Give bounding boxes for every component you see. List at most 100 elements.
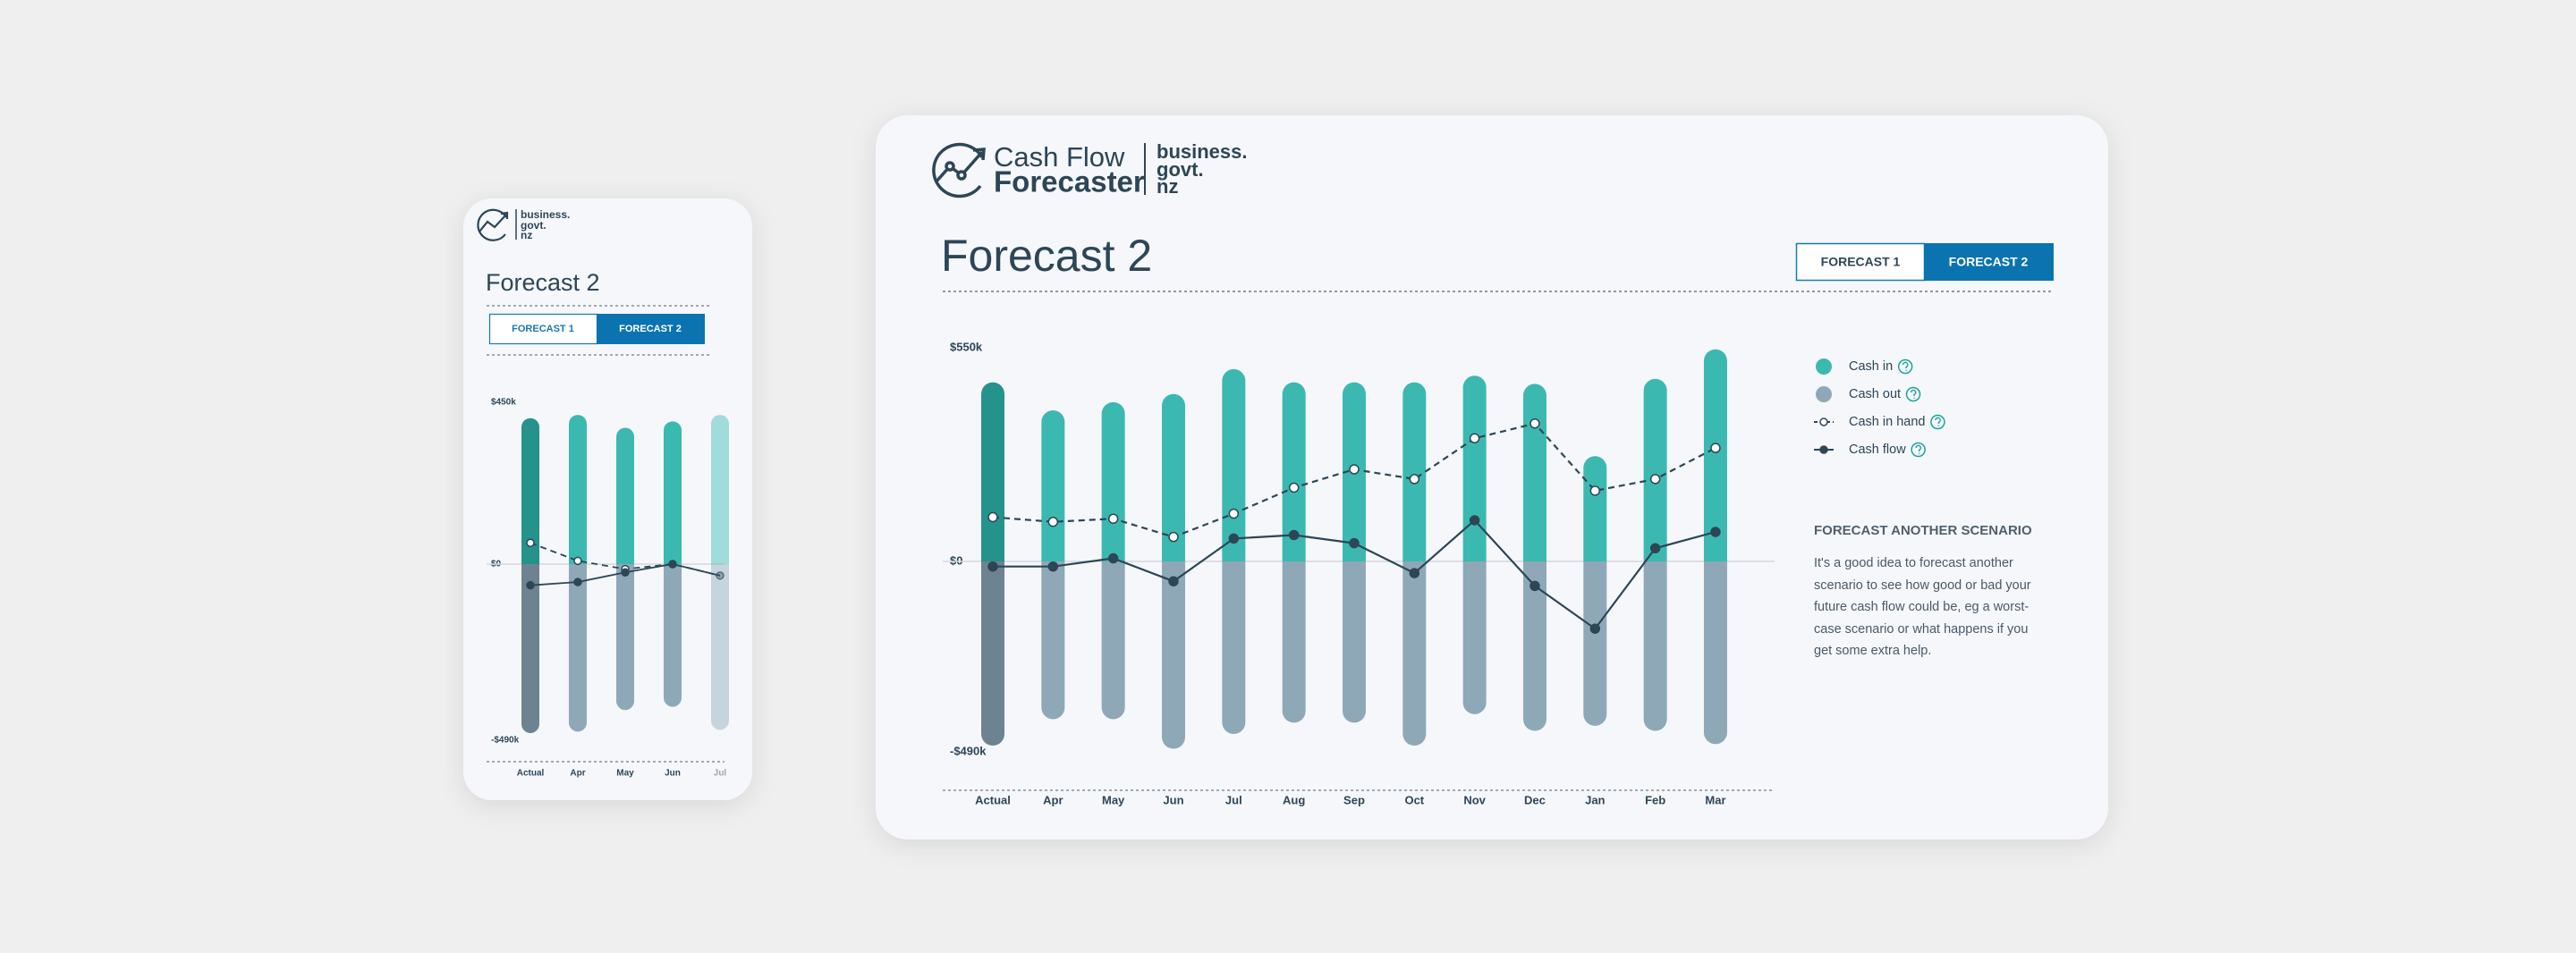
bar [1282, 561, 1306, 723]
bar [1643, 378, 1667, 562]
bar [616, 427, 634, 564]
line-point [1409, 474, 1420, 485]
bar [1222, 368, 1246, 562]
page-title: Forecast 2 [941, 231, 1152, 281]
line-point [1530, 580, 1540, 592]
line-point [526, 538, 535, 547]
tab-label: FORECAST 2 [619, 324, 682, 334]
brand-text: business. [1157, 140, 1247, 163]
bar [1282, 382, 1306, 562]
x-tick-label: Apr [570, 769, 585, 779]
line-point [1349, 464, 1360, 475]
bar [981, 561, 1004, 746]
x-tick-label: Aug [1283, 793, 1305, 806]
help-icon [1911, 442, 1926, 458]
legend-swatch [1816, 386, 1832, 402]
line-point [1589, 623, 1601, 634]
help-icon [1910, 389, 1917, 399]
bar [1101, 561, 1125, 720]
bar [711, 415, 729, 564]
legend-label: Cash out [1849, 387, 1901, 401]
bar [569, 563, 587, 732]
y-tick-label: -$490k [491, 736, 520, 746]
bar [1583, 561, 1607, 726]
help-icon [1930, 414, 1945, 430]
x-tick-label: Jul [1225, 793, 1242, 806]
line-point [1589, 485, 1601, 496]
legend-label: Cash flow [1849, 443, 1906, 457]
line-point [1047, 516, 1059, 527]
x-tick-label: Sep [1343, 793, 1365, 806]
help-icon [1905, 386, 1921, 402]
tab-button-active[interactable] [1924, 243, 2054, 281]
desktop-chart: $550k $0 -$490k Actual Apr May Jun Jul Aug Sep Oct… [943, 340, 1775, 806]
bar [1161, 393, 1185, 562]
legend-label: Cash in hand [1849, 415, 1925, 429]
line-point [1409, 568, 1420, 578]
bar [1222, 561, 1246, 735]
bar [1342, 561, 1366, 723]
bar [1161, 561, 1185, 749]
tab-button[interactable] [488, 313, 598, 345]
tab-button-active[interactable] [597, 314, 705, 344]
line-point [1710, 527, 1721, 537]
bar [1462, 561, 1487, 714]
page-title: Forecast 2 [486, 269, 600, 296]
bar [664, 421, 682, 564]
bar [569, 415, 587, 564]
legend-label: Cash in [1849, 359, 1893, 374]
bar [664, 563, 682, 707]
logo-text: Forecaster [994, 165, 1145, 198]
bar [1041, 561, 1065, 720]
line-point [1168, 576, 1179, 586]
x-tick-label: Dec [1524, 793, 1546, 806]
bar [711, 563, 729, 730]
bar [1402, 382, 1427, 562]
bar [1703, 349, 1727, 562]
x-tick-label: Jun [665, 769, 681, 779]
x-tick-label: Oct [1404, 793, 1424, 806]
bar [616, 563, 634, 711]
help-icon [1897, 358, 1913, 375]
bar [1703, 561, 1727, 745]
logo [932, 142, 986, 198]
line-point [621, 568, 630, 577]
line-point [1710, 443, 1721, 453]
line-point [1469, 515, 1480, 526]
side-heading: FORECAST ANOTHER SCENARIO [1814, 523, 2032, 538]
y-tick-label: $550k [950, 340, 983, 353]
bar [1583, 456, 1607, 562]
line-point [1649, 543, 1661, 554]
tab-button[interactable] [1795, 242, 1926, 282]
bar [1101, 401, 1125, 562]
y-tick-label: -$490k [950, 744, 987, 757]
x-tick-label: Jan [1585, 793, 1605, 806]
brand-text: nz [521, 229, 532, 241]
x-tick-label: Actual [517, 769, 545, 779]
brand-text: govt. [1157, 158, 1204, 181]
help-icon [1902, 361, 1909, 371]
bar [1462, 375, 1487, 562]
line-point [1349, 537, 1360, 549]
bar [521, 563, 539, 733]
tab-label: FORECAST 1 [1821, 255, 1901, 269]
line-point [1530, 418, 1540, 429]
x-tick-label: Mar [1705, 793, 1725, 806]
bar [1643, 561, 1667, 731]
y-tick-label: $450k [491, 398, 516, 408]
logo-text: Cash Flow [994, 141, 1125, 173]
x-tick-label: Nov [1463, 793, 1486, 806]
legend-swatch [1819, 445, 1828, 454]
tab-label: FORECAST 1 [512, 324, 574, 334]
bar [1522, 561, 1546, 731]
line-point [716, 571, 724, 580]
line-point [573, 556, 582, 566]
bar [521, 417, 539, 564]
x-tick-label: Actual [975, 793, 1011, 806]
legend: Cash in Cash out Cash in hand Cash flow [1814, 358, 1945, 458]
bar [981, 382, 1004, 562]
tab-label: FORECAST 2 [1949, 255, 2029, 269]
x-tick-label: May [1102, 793, 1125, 806]
x-tick-label: May [616, 769, 634, 779]
